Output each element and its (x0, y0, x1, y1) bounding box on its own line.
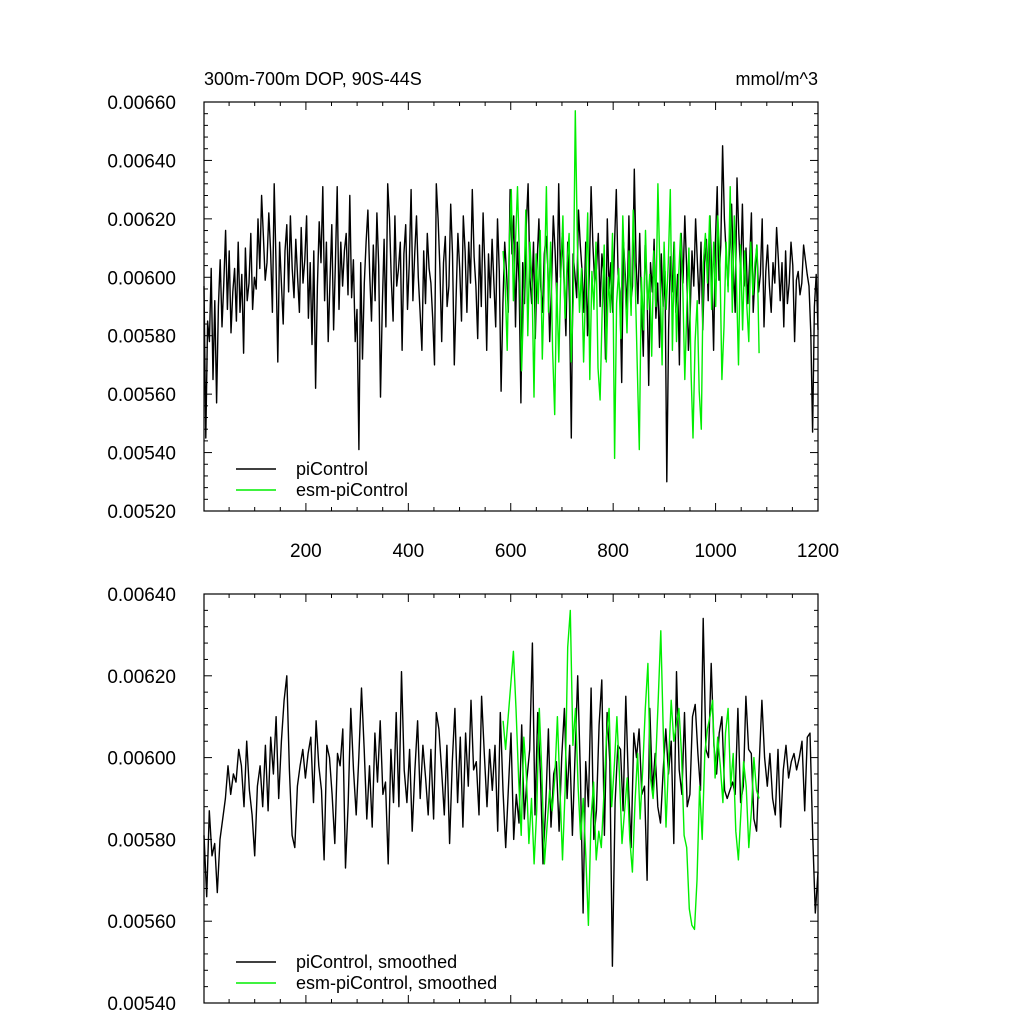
x-tick-label: 200 (290, 541, 322, 562)
top-legend: piControl esm-piControl (236, 459, 408, 500)
x-tick-label: 1200 (797, 541, 839, 562)
y-tick-label: 0.00540 (107, 994, 176, 1015)
top-y-tick-labels: 0.00520 0.00540 0.00560 0.00580 0.00600 0.006… (107, 93, 176, 523)
y-tick-label: 0.00540 (107, 444, 176, 465)
bottom-plot-frame (203, 593, 819, 1004)
top-panel-title: 300m-700m DOP, 90S-44S (204, 69, 422, 89)
legend-label-picontrol-smoothed: piControl, smoothed (296, 952, 457, 972)
top-series-lines (203, 110, 819, 483)
bottom-legend: piControl, smoothed esm-piControl, smoot… (236, 952, 497, 993)
top-panel: 300m-700m DOP, 90S-44S mmol/m^3 0.005200… (107, 69, 839, 562)
top-panel-units: mmol/m^3 (736, 69, 818, 89)
y-tick-label: 0.00520 (107, 502, 176, 523)
top-x-tick-labels: 200 400 600 800 1000 1200 (290, 541, 839, 562)
y-tick-label: 0.00600 (107, 749, 176, 770)
y-tick-label: 0.00560 (107, 385, 176, 406)
legend-label-picontrol: piControl (296, 459, 368, 479)
legend-label-esm-picontrol-smoothed: esm-piControl, smoothed (296, 973, 497, 993)
y-tick-label: 0.00640 (107, 151, 176, 172)
top-plot-frame (203, 101, 819, 512)
legend-label-esm-picontrol: esm-piControl (296, 480, 408, 500)
x-tick-label: 1000 (694, 541, 736, 562)
y-tick-label: 0.00580 (107, 327, 176, 348)
y-tick-label: 0.00660 (107, 93, 176, 114)
bottom-y-tick-labels: 0.00540 0.00560 0.00580 0.00600 0.00620 0.006… (107, 585, 176, 1015)
series-line-esm-picontrol-smoothed (502, 609, 760, 931)
y-tick-label: 0.00580 (107, 830, 176, 851)
y-tick-label: 0.00620 (107, 210, 176, 231)
series-line-picontrol (203, 145, 819, 483)
series-line-esm-picontrol (502, 110, 760, 460)
top-axis-ticks (204, 101, 819, 512)
x-tick-label: 400 (392, 541, 424, 562)
bottom-panel: 0.00540 0.00560 0.00580 0.00600 0.00620 0.006… (107, 585, 819, 1015)
bottom-axis-ticks (204, 593, 819, 1004)
y-tick-label: 0.00600 (107, 268, 176, 289)
series-line-picontrol-smoothed (203, 617, 819, 967)
x-tick-label: 600 (495, 541, 527, 562)
x-tick-label: 800 (597, 541, 629, 562)
y-tick-label: 0.00640 (107, 585, 176, 606)
bottom-series-lines (203, 609, 819, 967)
y-tick-label: 0.00620 (107, 667, 176, 688)
y-tick-label: 0.00560 (107, 912, 176, 933)
